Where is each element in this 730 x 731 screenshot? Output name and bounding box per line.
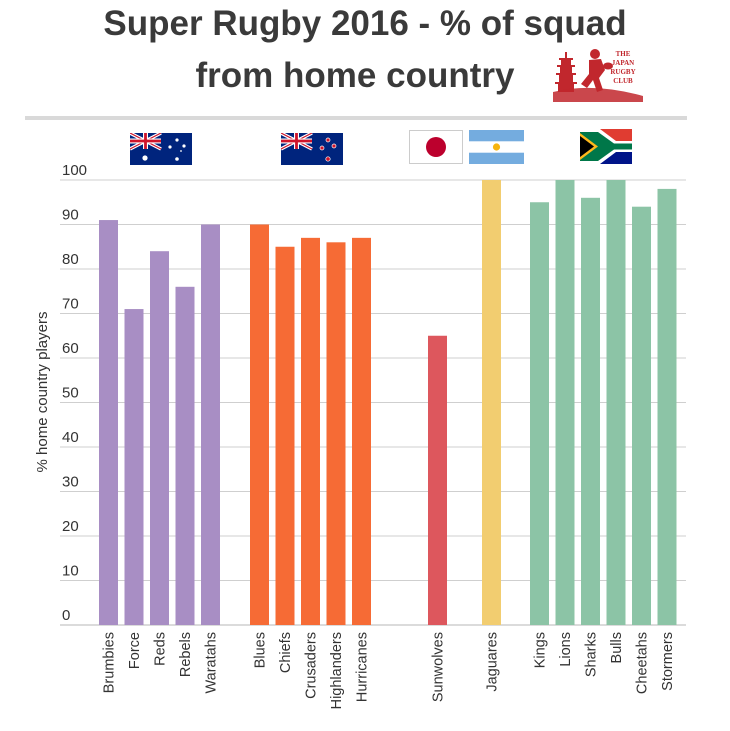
japan-rugby-club-logo: THE JAPAN RUGBY CLUB xyxy=(553,44,643,102)
x-tick-label-sharks: Sharks xyxy=(584,632,600,677)
x-tick-label-crusaders: Crusaders xyxy=(304,632,320,699)
title-divider xyxy=(25,116,687,120)
y-tick-label: 0 xyxy=(62,607,70,624)
x-tick-label-chiefs: Chiefs xyxy=(278,632,294,673)
new-zealand-flag xyxy=(281,133,343,165)
x-tick-label-force: Force xyxy=(127,632,143,669)
bar-hurricanes xyxy=(352,237,371,625)
y-tick-label: 20 xyxy=(62,518,79,535)
bar-sunwolves xyxy=(428,335,447,625)
y-tick-label: 70 xyxy=(62,296,79,313)
y-tick-label: 80 xyxy=(62,251,79,268)
japan-flag xyxy=(409,130,463,164)
argentina-flag xyxy=(469,130,524,164)
bar-crusaders xyxy=(301,237,320,625)
chart-title-line1: Super Rugby 2016 - % of squad xyxy=(103,4,627,43)
bar-lions xyxy=(555,180,575,625)
bar-cheetahs xyxy=(632,206,651,625)
bar-reds xyxy=(150,251,169,625)
y-tick-label: 60 xyxy=(62,340,79,357)
y-tick-label: 40 xyxy=(62,429,79,446)
bar-kings xyxy=(530,202,549,625)
x-tick-label-kings: Kings xyxy=(533,632,549,668)
bar-jaguares xyxy=(482,180,501,625)
bar-brumbies xyxy=(99,220,118,626)
y-tick-label: 30 xyxy=(62,474,79,491)
bar-force xyxy=(124,309,144,625)
bar-blues xyxy=(250,224,269,625)
x-tick-label-stormers: Stormers xyxy=(660,632,676,691)
bar-highlanders xyxy=(326,242,346,626)
logo-text-rugby: RUGBY xyxy=(610,68,635,76)
x-tick-label-lions: Lions xyxy=(558,632,574,667)
bar-sharks xyxy=(581,197,600,626)
bar-waratahs xyxy=(201,224,220,625)
x-tick-label-waratahs: Waratahs xyxy=(204,632,220,694)
x-tick-label-hurricanes: Hurricanes xyxy=(355,632,371,702)
y-axis-label: % home country players xyxy=(34,312,51,473)
y-tick-label: 90 xyxy=(62,207,79,224)
x-tick-label-highlanders: Highlanders xyxy=(329,632,345,709)
bar-chiefs xyxy=(275,246,295,625)
australia-flag xyxy=(130,133,192,165)
x-tick-label-brumbies: Brumbies xyxy=(102,632,118,693)
bar-stormers xyxy=(657,188,677,625)
bar-bulls xyxy=(606,180,626,625)
chart-title-line2: from home country xyxy=(195,56,515,95)
south-africa-flag xyxy=(580,129,632,164)
y-tick-label: 10 xyxy=(62,563,79,580)
y-tick-label: 100 xyxy=(62,162,87,179)
x-tick-label-reds: Reds xyxy=(153,632,169,666)
x-tick-label-sunwolves: Sunwolves xyxy=(431,632,447,702)
y-tick-label: 50 xyxy=(62,385,79,402)
x-tick-label-jaguares: Jaguares xyxy=(485,632,501,692)
x-tick-label-bulls: Bulls xyxy=(609,632,625,663)
logo-text-the: THE xyxy=(616,50,631,58)
bar-rebels xyxy=(175,286,195,625)
x-tick-label-blues: Blues xyxy=(253,632,269,668)
x-tick-label-rebels: Rebels xyxy=(178,632,194,677)
logo-text-japan: JAPAN xyxy=(612,59,634,67)
x-tick-label-cheetahs: Cheetahs xyxy=(635,632,651,694)
logo-text-club: CLUB xyxy=(613,77,633,85)
